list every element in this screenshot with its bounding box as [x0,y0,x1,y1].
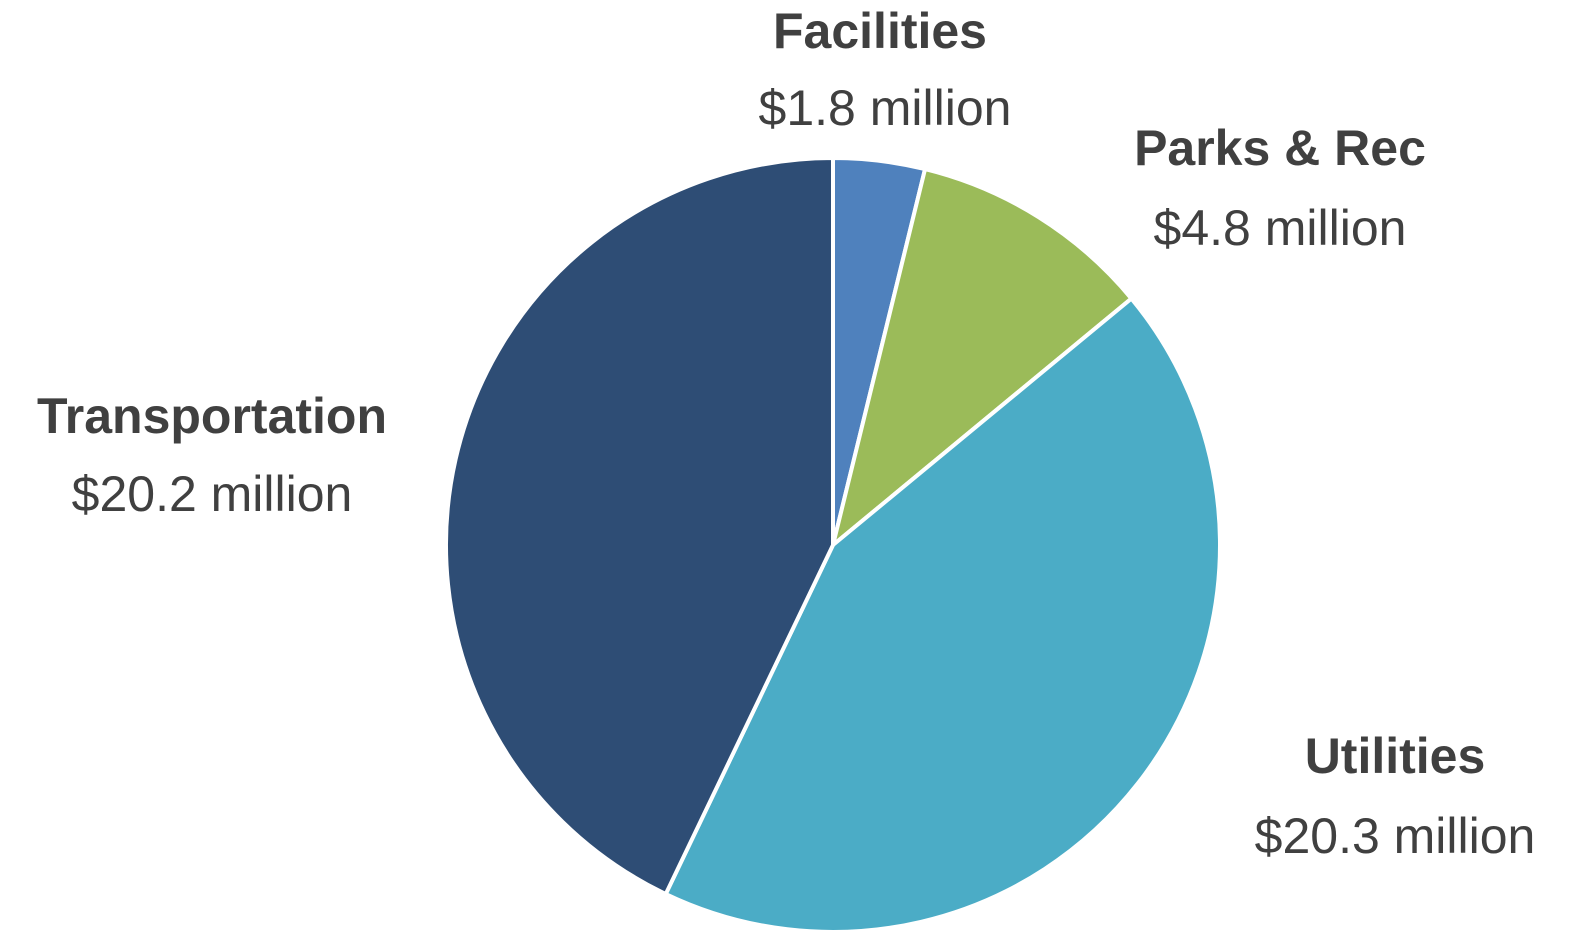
slice-name: Facilities [773,3,987,59]
pie-slice [663,296,1222,934]
pie-slice [831,167,1134,547]
slice-value-label: $4.8 million [1154,200,1407,256]
slice-name: Transportation [37,388,387,444]
slice-name: Parks & Rec [1134,120,1426,176]
pie-slice [444,156,835,896]
slice-value-label: $1.8 million [759,80,1012,136]
slice-value-label: $20.2 million [72,466,353,522]
slice-name: Utilities [1305,728,1486,784]
slice-value-label: $20.3 million [1255,808,1536,864]
